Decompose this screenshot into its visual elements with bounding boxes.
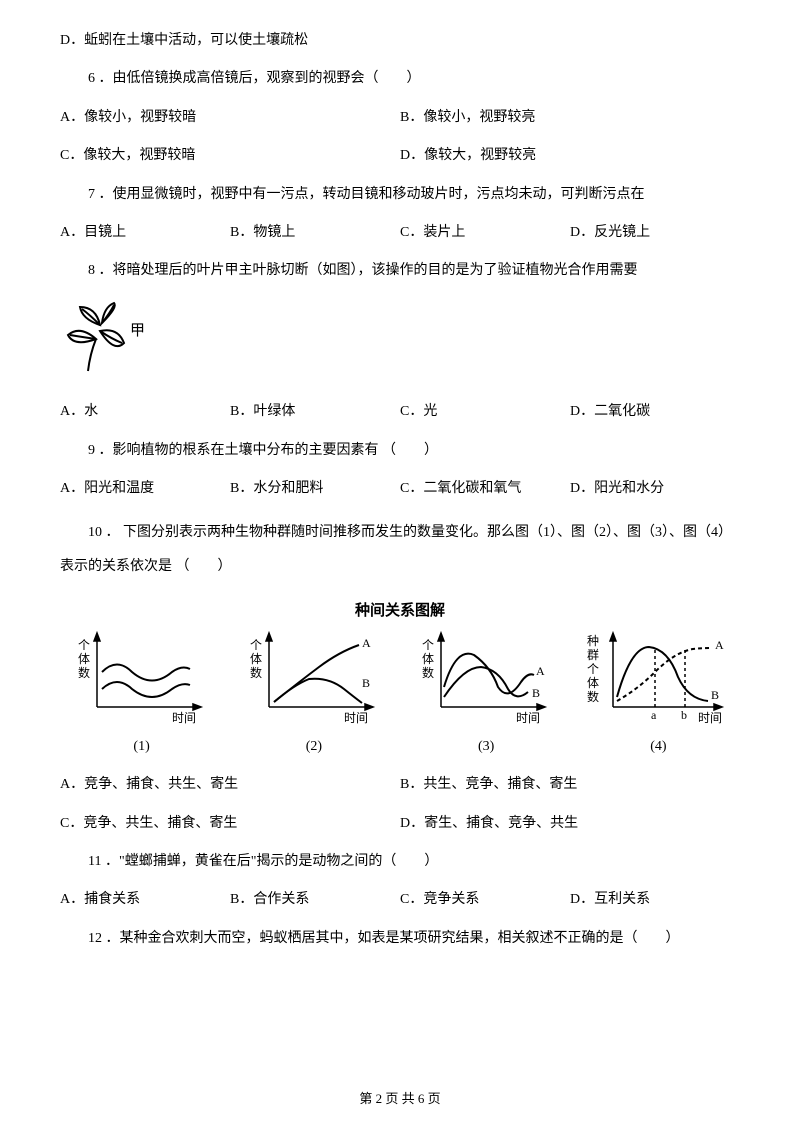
- q6-opt-a: A．像较小，视野较暗: [60, 107, 400, 129]
- chart4-labb: b: [681, 708, 687, 722]
- q8-figure: 甲: [60, 299, 740, 385]
- chart2-labB: B: [362, 676, 370, 690]
- q5-option-d: D．蚯蚓在土壤中活动，可以使土壤疏松: [60, 30, 740, 52]
- q9-opt-a: A．阳光和温度: [60, 478, 230, 500]
- chart-4: 种 群 个 体 数 A B a b 时间 (4): [577, 627, 740, 758]
- svg-text:时间: 时间: [344, 711, 368, 725]
- leaf-label: 甲: [130, 323, 145, 339]
- q6-opt-d: D．像较大，视野较亮: [400, 145, 740, 167]
- q10-opt-c: C．竞争、共生、捕食、寄生: [60, 813, 400, 835]
- q9-stem: 9 ．影响植物的根系在土壤中分布的主要因素有 （ ）: [60, 440, 740, 462]
- svg-text:数: 数: [422, 665, 434, 680]
- q11-opt-d: D．互利关系: [570, 889, 740, 911]
- q6-stem: 6 ．由低倍镜换成高倍镜后，观察到的视野会（ ）: [60, 68, 740, 90]
- xlabel-1: 时间: [172, 711, 196, 725]
- q9-opt-c: C．二氧化碳和氧气: [400, 478, 570, 500]
- q9-opt-d: D．阳光和水分: [570, 478, 740, 500]
- svg-text:种: 种: [587, 634, 599, 648]
- q8-opt-a: A．水: [60, 401, 230, 423]
- q7-opt-d: D．反光镜上: [570, 222, 740, 244]
- svg-text:个: 个: [587, 662, 599, 676]
- q8-opt-c: C．光: [400, 401, 570, 423]
- chart-2: 个 体 数 A B 时间 (2): [232, 627, 395, 758]
- ylabel-1b: 体: [78, 652, 90, 666]
- page-footer: 第 2 页 共 6 页: [0, 1089, 800, 1110]
- svg-text:时间: 时间: [698, 711, 722, 725]
- q10-options-row2: C．竞争、共生、捕食、寄生 D．寄生、捕食、竞争、共生: [60, 813, 740, 835]
- svg-text:个: 个: [422, 638, 434, 652]
- q7-options: A．目镜上 B．物镜上 C．装片上 D．反光镜上: [60, 222, 740, 244]
- q7-opt-c: C．装片上: [400, 222, 570, 244]
- q6-opt-b: B．像较小，视野较亮: [400, 107, 740, 129]
- q8-stem: 8 ．将暗处理后的叶片甲主叶脉切断（如图），该操作的目的是为了验证植物光合作用需…: [60, 260, 740, 282]
- svg-text:数: 数: [587, 689, 599, 704]
- q10-charts: 个 体 数 时间 (1) 个 体 数 A B 时间 (2): [60, 627, 740, 758]
- svg-text:群: 群: [587, 648, 599, 662]
- chart-1-cap: (1): [60, 736, 223, 758]
- q10-stem: 10 ． 下图分别表示两种生物种群随时间推移而发生的数量变化。那么图（1）、图（…: [60, 516, 740, 583]
- chart3-labB: B: [532, 686, 540, 700]
- q10-chart-title: 种间关系图解: [60, 599, 740, 623]
- svg-text:时间: 时间: [516, 711, 540, 725]
- svg-text:数: 数: [250, 665, 262, 680]
- q12-stem: 12 ．某种金合欢刺大而空，蚂蚁栖居其中，如表是某项研究结果，相关叙述不正确的是…: [60, 928, 740, 950]
- chart3-labA: A: [536, 664, 545, 678]
- q7-opt-b: B．物镜上: [230, 222, 400, 244]
- q9-opt-b: B．水分和肥料: [230, 478, 400, 500]
- q7-opt-a: A．目镜上: [60, 222, 230, 244]
- q8-opt-d: D．二氧化碳: [570, 401, 740, 423]
- chart4-labB: B: [711, 688, 719, 702]
- q8-options: A．水 B．叶绿体 C．光 D．二氧化碳: [60, 401, 740, 423]
- q11-options: A．捕食关系 B．合作关系 C．竞争关系 D．互利关系: [60, 889, 740, 911]
- chart4-labA: A: [715, 638, 724, 652]
- q10-opt-d: D．寄生、捕食、竞争、共生: [400, 813, 740, 835]
- q8-opt-b: B．叶绿体: [230, 401, 400, 423]
- chart4-laba: a: [651, 708, 657, 722]
- ylabel-1a: 个: [78, 638, 90, 652]
- chart-4-cap: (4): [577, 736, 740, 758]
- chart2-labA: A: [362, 636, 371, 650]
- q10-options-row1: A．竞争、捕食、共生、寄生 B．共生、竞争、捕食、寄生: [60, 774, 740, 796]
- q11-opt-b: B．合作关系: [230, 889, 400, 911]
- chart-3-cap: (3): [405, 736, 568, 758]
- chart-1: 个 体 数 时间 (1): [60, 627, 223, 758]
- svg-text:体: 体: [587, 676, 599, 690]
- ylabel-1c: 数: [78, 665, 90, 680]
- q11-opt-c: C．竞争关系: [400, 889, 570, 911]
- svg-text:体: 体: [422, 652, 434, 666]
- q7-stem: 7 ．使用显微镜时，视野中有一污点，转动目镜和移动玻片时，污点均未动，可判断污点…: [60, 184, 740, 206]
- chart-2-cap: (2): [232, 736, 395, 758]
- svg-text:体: 体: [250, 652, 262, 666]
- svg-text:个: 个: [250, 638, 262, 652]
- q9-options: A．阳光和温度 B．水分和肥料 C．二氧化碳和氧气 D．阳光和水分: [60, 478, 740, 500]
- q6-options-row2: C．像较大，视野较暗 D．像较大，视野较亮: [60, 145, 740, 167]
- q10-opt-a: A．竞争、捕食、共生、寄生: [60, 774, 400, 796]
- q6-opt-c: C．像较大，视野较暗: [60, 145, 400, 167]
- q11-stem: 11 ．"螳螂捕蝉，黄雀在后"揭示的是动物之间的（ ）: [60, 851, 740, 873]
- q6-options-row1: A．像较小，视野较暗 B．像较小，视野较亮: [60, 107, 740, 129]
- chart-3: 个 体 数 A B 时间 (3): [405, 627, 568, 758]
- leaf-icon: 甲: [60, 299, 150, 377]
- q10-opt-b: B．共生、竞争、捕食、寄生: [400, 774, 740, 796]
- q11-opt-a: A．捕食关系: [60, 889, 230, 911]
